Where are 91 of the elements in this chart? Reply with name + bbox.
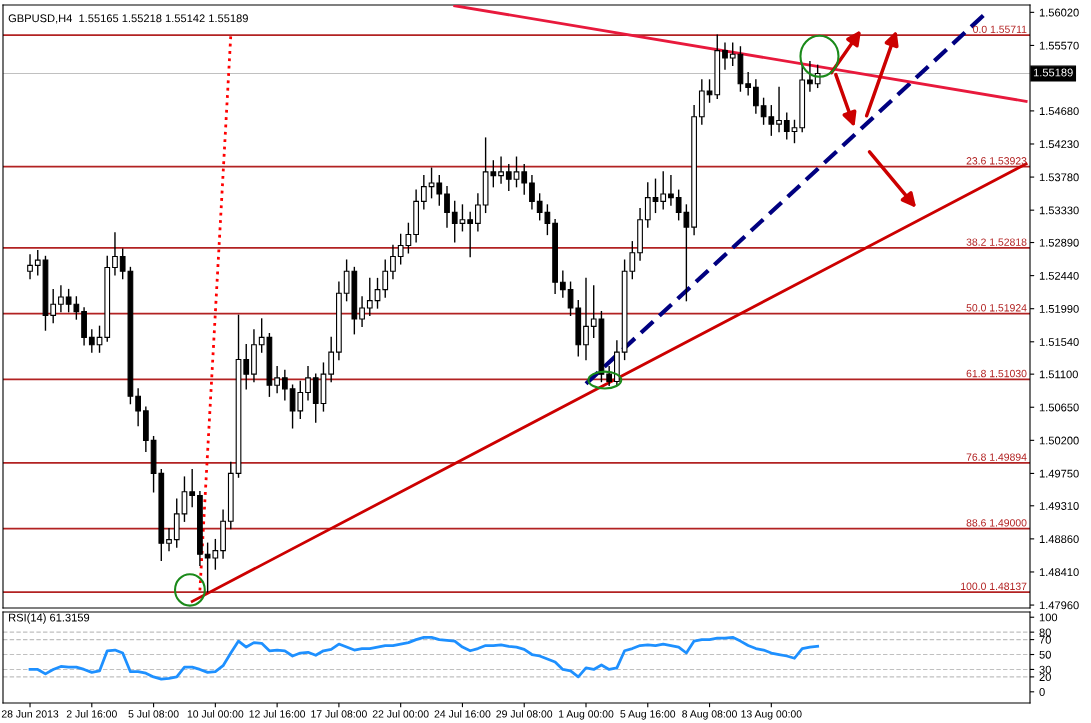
y-tick-label: 1.48860 bbox=[1039, 535, 1079, 544]
candlestick bbox=[505, 163, 512, 192]
ref-line-label: 61.8 1.51030 bbox=[966, 369, 1027, 378]
y-tick-label: 1.50200 bbox=[1039, 436, 1079, 445]
candlestick bbox=[112, 232, 118, 276]
ref-line-label: 88.6 1.49000 bbox=[966, 519, 1027, 527]
candlestick bbox=[583, 277, 589, 361]
candlestick bbox=[745, 71, 752, 96]
chart-title: RSI(14) 61.3159 bbox=[9, 613, 90, 624]
x-tick-label: 1 Aug 00:00 bbox=[558, 710, 614, 720]
candlestick bbox=[34, 249, 41, 276]
y-tick-label: 1.51990 bbox=[1039, 304, 1079, 313]
candlestick bbox=[660, 171, 667, 210]
candlestick bbox=[652, 178, 659, 214]
candlestick bbox=[27, 254, 33, 280]
y-tick-label: 50 bbox=[1039, 650, 1051, 659]
y-tick-label: 1.54680 bbox=[1039, 107, 1079, 116]
y-tick-label: 1.49750 bbox=[1039, 469, 1079, 478]
candlestick bbox=[359, 296, 365, 328]
x-tick-label: 29 Jul 08:00 bbox=[496, 709, 553, 718]
x-tick-label: 28 Jun 2013 bbox=[1, 710, 59, 718]
candlestick bbox=[382, 259, 389, 298]
candlestick bbox=[722, 42, 728, 70]
candlestick bbox=[783, 112, 790, 140]
candlestick bbox=[753, 79, 759, 114]
line-series bbox=[28, 635, 820, 681]
candlestick bbox=[498, 156, 504, 184]
candlestick bbox=[420, 174, 427, 210]
y-tick-label: 1.55570 bbox=[1039, 41, 1079, 50]
y-tick-label: 100 bbox=[1039, 613, 1058, 622]
candlestick bbox=[521, 163, 528, 195]
candlestick bbox=[529, 174, 535, 210]
candlestick bbox=[281, 369, 288, 401]
x-tick-label: 8 Aug 08:00 bbox=[682, 710, 737, 720]
candlestick bbox=[807, 60, 813, 92]
y-tick-label: 1.53780 bbox=[1039, 173, 1079, 182]
candlestick bbox=[50, 288, 57, 324]
ref-line-label: 50.0 1.51924 bbox=[966, 304, 1027, 312]
y-tick-label: 30 bbox=[1039, 665, 1051, 674]
y-tick-label: 1.51540 bbox=[1039, 338, 1079, 346]
y-tick-label: 1.52890 bbox=[1039, 238, 1079, 247]
y-tick-label: 20 bbox=[1039, 673, 1051, 682]
y-tick-label: 1.48410 bbox=[1039, 568, 1079, 577]
candlestick bbox=[58, 285, 64, 313]
x-tick-label: 5 Aug 16:00 bbox=[620, 710, 676, 720]
ref-line-label: 23.6 1.53923 bbox=[966, 157, 1027, 165]
ref-line-label: 38.2 1.52818 bbox=[966, 238, 1027, 246]
candlestick bbox=[444, 185, 450, 228]
candlestick bbox=[791, 119, 798, 144]
candlestick bbox=[467, 211, 474, 258]
candlestick bbox=[189, 469, 196, 508]
y-tick-label: 1.53330 bbox=[1039, 206, 1079, 215]
candlestick bbox=[243, 344, 250, 390]
y-tick-label: 1.50650 bbox=[1039, 403, 1079, 412]
candlestick bbox=[475, 193, 481, 232]
x-tick-label: 2 Jul 16:00 bbox=[66, 709, 117, 718]
candlestick bbox=[305, 366, 311, 401]
y-tick-label: 70 bbox=[1039, 635, 1051, 644]
x-tick-label: 22 Jul 00:00 bbox=[372, 709, 429, 718]
candlestick bbox=[776, 86, 782, 133]
candlestick bbox=[135, 388, 142, 427]
y-tick-label: 1.52440 bbox=[1039, 271, 1079, 280]
candlestick bbox=[559, 270, 566, 298]
candlestick bbox=[328, 336, 335, 383]
x-tick-label: 17 Jul 08:00 bbox=[311, 709, 367, 718]
candlestick bbox=[606, 366, 613, 386]
text: GBPUSD,H4 1.55165 1.55218 1.55142 1.55189 bbox=[8, 14, 248, 24]
y-tick-label: 0 bbox=[1039, 688, 1045, 696]
candlestick bbox=[668, 174, 674, 206]
x-tick-label: 5 Jul 08:00 bbox=[128, 709, 179, 718]
y-tick-label: 80 bbox=[1039, 628, 1051, 637]
ref-line-label: 100.0 1.48137 bbox=[961, 582, 1027, 590]
candlestick bbox=[166, 527, 172, 552]
text: 1.55189 bbox=[1033, 68, 1073, 77]
candlestick bbox=[274, 366, 280, 394]
ref-line-label: 0.0 1.55711 bbox=[973, 25, 1027, 34]
x-tick-label: 13 Aug 00:00 bbox=[741, 710, 802, 720]
candlestick bbox=[366, 277, 373, 317]
ref-line-label: 76.8 1.49894 bbox=[966, 453, 1027, 461]
candlestick bbox=[390, 244, 396, 280]
y-tick-label: 1.47960 bbox=[1039, 601, 1079, 610]
y-tick-label: 1.51100 bbox=[1039, 370, 1078, 379]
candlestick bbox=[513, 156, 520, 188]
y-tick-label: 1.54230 bbox=[1039, 140, 1079, 149]
y-tick-label: 1.56020 bbox=[1039, 8, 1079, 17]
candlestick bbox=[644, 182, 651, 228]
x-tick-label: 24 Jul 16:00 bbox=[434, 709, 491, 718]
x-tick-label: 12 Jul 16:00 bbox=[249, 709, 306, 718]
x-tick-label: 10 Jul 00:00 bbox=[187, 709, 244, 718]
y-tick-label: 1.49310 bbox=[1039, 502, 1079, 510]
candlestick bbox=[88, 329, 95, 353]
